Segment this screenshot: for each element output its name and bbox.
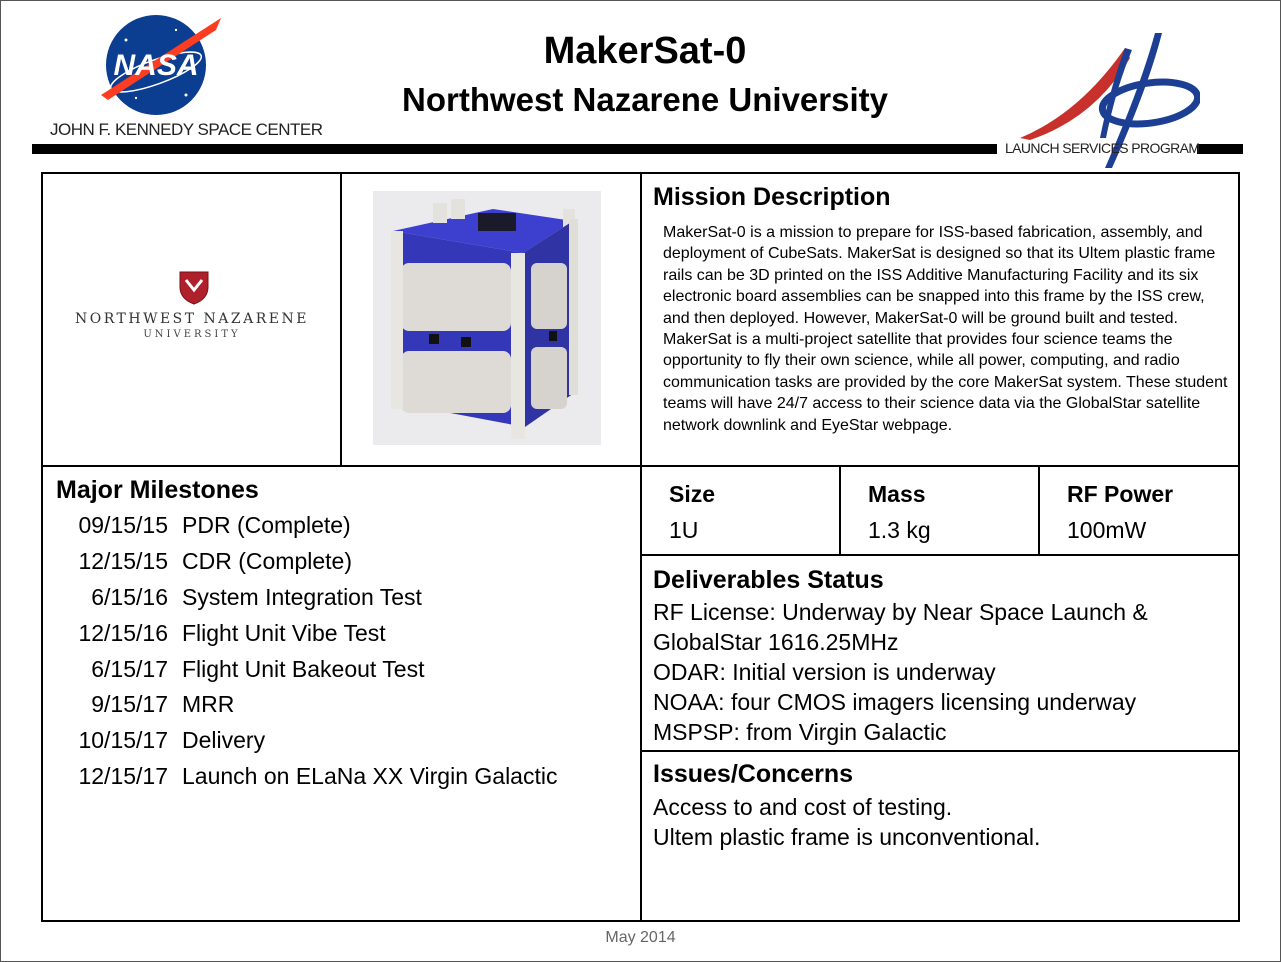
nnu-logo: NORTHWEST NAZARENE UNIVERSITY <box>44 175 340 465</box>
milestone-event: Flight Unit Bakeout Test <box>182 655 425 682</box>
size-value: 1U <box>669 517 699 543</box>
milestone-item: 12/15/17 Launch on ELaNa XX Virgin Galact… <box>56 763 557 799</box>
milestone-item: 12/15/16 Flight Unit Vibe Test <box>56 620 557 656</box>
issues-title: Issues/Concerns <box>653 760 854 788</box>
milestone-item: 9/15/17 MRR <box>56 691 557 727</box>
milestone-event: MRR <box>182 691 235 718</box>
svg-text:NASA: NASA <box>113 49 198 82</box>
deliverable-line: GlobalStar 1616.25MHz <box>653 629 899 655</box>
deliverables-title: Deliverables Status <box>653 566 884 594</box>
milestone-date: 12/15/16 <box>78 619 168 646</box>
milestones-list: 09/15/15 PDR (Complete) 12/15/15 CDR (Comp… <box>56 512 557 799</box>
milestone-item: 12/15/15 CDR (Complete) <box>56 548 557 584</box>
milestone-item: 09/15/15 PDR (Complete) <box>56 512 557 548</box>
mission-description-body: MakerSat-0 is a mission to prepare for I… <box>663 224 1228 434</box>
lsp-logo <box>1000 28 1202 173</box>
milestones-title: Major Milestones <box>56 476 259 504</box>
deliverable-line: NOAA: four CMOS imagers licensing underw… <box>653 689 1137 715</box>
cubesat-image <box>373 191 601 445</box>
milestone-date: 09/15/15 <box>78 512 168 538</box>
mass-label: Mass <box>868 481 926 507</box>
deliverables-list: RF License: Underway by Near Space Launc… <box>653 597 1148 747</box>
nnu-shield-icon <box>179 271 209 305</box>
milestone-event: System Integration Test <box>182 583 422 610</box>
deliverable-line: MSPSP: from Virgin Galactic <box>653 719 947 745</box>
nasa-logo: NASA JOHN F. KENNEDY SPACE CENTER <box>48 8 323 143</box>
milestone-date: 12/15/17 <box>78 763 168 790</box>
cubesat-icon <box>373 191 601 445</box>
header-divider <box>32 144 997 154</box>
size-label: Size <box>669 481 716 507</box>
milestone-date: 10/15/17 <box>78 727 168 754</box>
lsp-label: LAUNCH SERVICES PROGRAM <box>1005 140 1200 156</box>
nnu-name: NORTHWEST NAZARENE <box>75 311 309 327</box>
mission-description-title: Mission Description <box>653 183 891 211</box>
rf-power-value: 100mW <box>1067 517 1147 543</box>
nnu-university: UNIVERSITY <box>143 329 241 340</box>
milestone-event: PDR (Complete) <box>182 512 351 538</box>
rf-power-label: RF Power <box>1067 481 1174 507</box>
milestone-item: 6/15/16 System Integration Test <box>56 584 557 620</box>
milestone-date: 6/15/16 <box>91 583 168 610</box>
issue-line: Access to and cost of testing. <box>653 794 953 820</box>
milestone-date: 9/15/17 <box>91 691 168 718</box>
nasa-meatball-icon: NASA <box>101 15 221 115</box>
milestone-date: 12/15/15 <box>78 547 168 574</box>
mass-value: 1.3 kg <box>868 517 931 543</box>
issues-list: Access to and cost of testing. Ultem pla… <box>653 792 1040 852</box>
page-title: MakerSat-0 <box>543 30 747 72</box>
milestone-event: CDR (Complete) <box>182 547 352 574</box>
lsp-icon <box>1020 33 1202 168</box>
milestone-date: 6/15/17 <box>91 655 168 682</box>
issues-cell <box>640 750 1240 922</box>
deliverable-line: RF License: Underway by Near Space Launc… <box>653 599 1148 625</box>
milestone-event: Flight Unit Vibe Test <box>182 619 386 646</box>
issue-line: Ultem plastic frame is unconventional. <box>653 824 1041 850</box>
deliverable-line: ODAR: Initial version is underway <box>653 659 996 685</box>
footer-date: May 2014 <box>605 929 676 946</box>
milestone-event: Delivery <box>182 727 266 754</box>
milestone-item: 6/15/17 Flight Unit Bakeout Test <box>56 656 557 692</box>
page-subtitle: Northwest Nazarene University <box>402 81 888 118</box>
milestone-item: 10/15/17 Delivery <box>56 727 557 763</box>
milestone-event: Launch on ELaNa XX Virgin Galactic <box>182 763 558 790</box>
header-divider-right <box>1197 144 1243 154</box>
ksc-label: JOHN F. KENNEDY SPACE CENTER <box>50 120 323 139</box>
